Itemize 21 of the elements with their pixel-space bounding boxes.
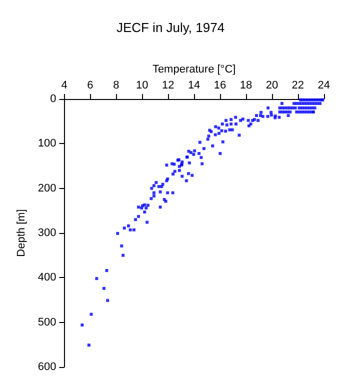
- y-axis-title: Depth [m]: [16, 209, 28, 257]
- x-tick-label: 14: [188, 80, 200, 92]
- x-tick-label: 16: [214, 80, 226, 92]
- chart-title: JECF in July, 1974: [116, 20, 225, 35]
- x-tick-label: 4: [61, 80, 68, 92]
- y-tick-label: 500: [38, 316, 56, 328]
- x-tick-label: 8: [113, 80, 120, 92]
- y-tick-label: 0: [50, 93, 56, 105]
- y-tick-label: 200: [38, 182, 56, 194]
- x-tick-label: 20: [266, 80, 278, 92]
- x-tick-label: 24: [318, 80, 330, 92]
- x-tick-label: 6: [87, 80, 94, 92]
- x-axis-title: Temperature [°C]: [152, 64, 236, 76]
- x-tick-label: 12: [162, 80, 174, 92]
- y-tick-label: 100: [38, 138, 56, 150]
- x-tick-label: 18: [240, 80, 252, 92]
- y-tick-label: 400: [38, 272, 56, 284]
- x-tick-label: 22: [292, 80, 304, 92]
- y-tick-label: 600: [38, 361, 56, 373]
- x-tick-label: 10: [136, 80, 148, 92]
- y-tick-label: 300: [38, 227, 56, 239]
